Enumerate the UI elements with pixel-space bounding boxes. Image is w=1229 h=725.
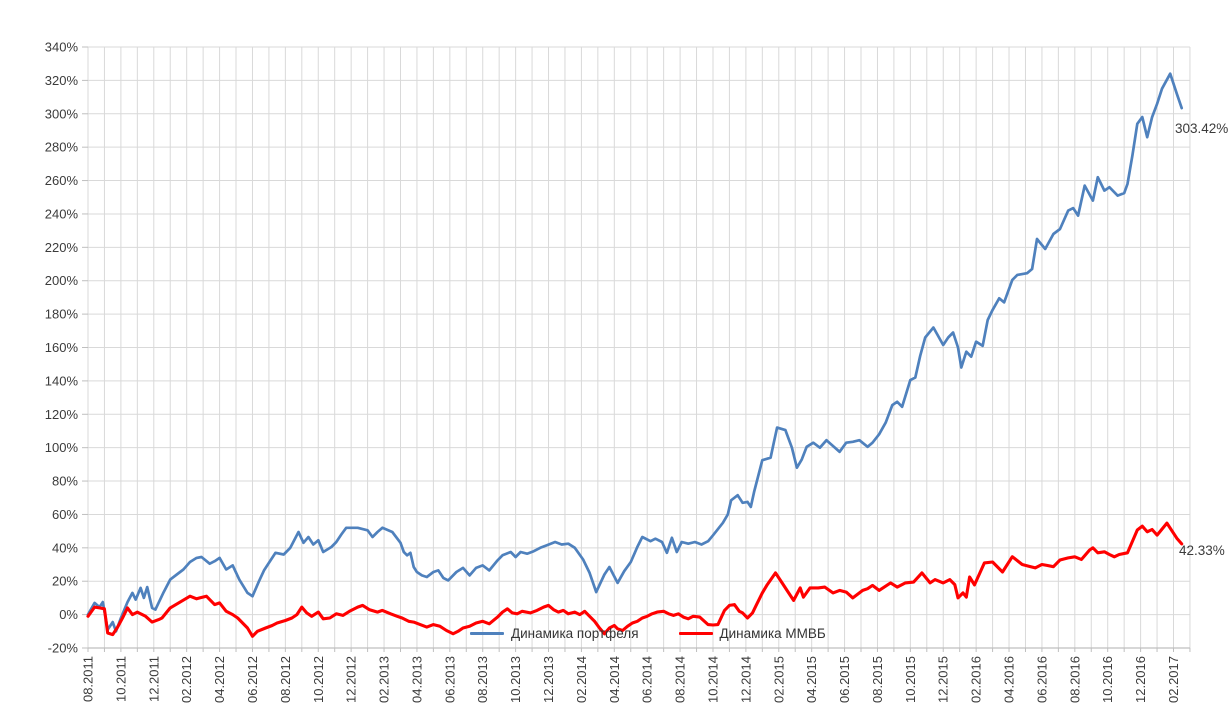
portfolio-end-value-label: 303.42% — [1175, 121, 1229, 136]
x-axis-tick-label: 08.2011 — [81, 656, 96, 702]
x-axis-tick-label: 12.2014 — [738, 656, 753, 703]
chart-legend: Динамика портфеля Динамика ММВБ — [470, 624, 826, 642]
y-axis-tick-label: 20% — [52, 574, 78, 589]
x-axis-tick-label: 08.2014 — [673, 656, 688, 703]
x-axis-tick-label: 12.2015 — [936, 656, 951, 703]
x-axis-tick-label: 08.2013 — [475, 656, 490, 703]
x-axis-tick-label: 10.2016 — [1100, 656, 1115, 703]
x-axis-tick-label: 04.2013 — [409, 656, 424, 703]
y-axis-tick-label: 0% — [59, 607, 78, 622]
y-axis-tick-label: 320% — [45, 73, 79, 88]
x-axis-tick-label: 12.2016 — [1133, 656, 1148, 703]
x-axis-tick-label: 02.2013 — [377, 656, 392, 703]
y-axis-tick-label: 200% — [45, 273, 79, 288]
series-line-portfolio — [86, 72, 1184, 633]
x-axis-tick-label: 02.2012 — [179, 656, 194, 703]
y-axis-tick-label: 80% — [52, 474, 78, 489]
x-axis-tick-label: 12.2013 — [541, 656, 556, 703]
x-axis-tick-label: 04.2016 — [1002, 656, 1017, 703]
x-axis-tick-label: 04.2012 — [212, 656, 227, 703]
x-axis-tick-label: 02.2014 — [574, 656, 589, 703]
x-axis-tick-label: 06.2016 — [1034, 656, 1049, 703]
portfolio-series-key-icon — [470, 631, 504, 635]
x-axis-tick-label: 10.2013 — [508, 656, 523, 703]
y-axis-tick-label: 260% — [45, 173, 79, 188]
y-axis-tick-label: 120% — [45, 407, 79, 422]
x-axis-tick-label: 12.2011 — [146, 656, 161, 702]
portfolio-series-label: Динамика портфеля — [511, 625, 639, 641]
y-axis-tick-label: 40% — [52, 540, 78, 555]
micex-end-value-label: 42.33% — [1179, 543, 1225, 558]
y-axis-tick-label: 240% — [45, 206, 79, 221]
x-axis-tick-label: 10.2015 — [903, 656, 918, 703]
series-line-micex — [86, 521, 1184, 638]
x-axis-tick-label: 10.2014 — [705, 656, 720, 703]
y-axis-tick-label: 280% — [45, 140, 79, 155]
x-axis-tick-label: 06.2014 — [640, 656, 655, 703]
x-axis-tick-label: 04.2015 — [804, 656, 819, 703]
y-axis-tick-label: -20% — [48, 641, 79, 656]
x-axis-tick-label: 02.2017 — [1166, 656, 1181, 703]
x-axis-tick-label: 06.2012 — [245, 656, 260, 703]
y-axis-tick-label: 160% — [45, 340, 79, 355]
micex-series-key-icon — [678, 631, 713, 635]
x-axis-tick-label: 06.2013 — [442, 656, 457, 703]
y-axis-tick-label: 180% — [45, 307, 79, 322]
y-axis-tick-label: 220% — [45, 240, 79, 255]
x-axis-tick-label: 06.2015 — [837, 656, 852, 703]
y-axis-tick-label: 140% — [45, 373, 79, 388]
x-axis-tick-label: 08.2016 — [1067, 656, 1082, 703]
x-axis-tick-label: 02.2016 — [969, 656, 984, 703]
x-axis-tick-label: 04.2014 — [607, 656, 622, 703]
y-axis-tick-label: 60% — [52, 507, 78, 522]
x-axis-tick-label: 10.2011 — [113, 656, 128, 702]
y-axis-tick-label: 340% — [45, 40, 79, 55]
x-axis-tick-label: 08.2015 — [870, 656, 885, 703]
x-axis-tick-label: 02.2015 — [771, 656, 786, 703]
y-axis-tick-label: 300% — [45, 106, 79, 121]
x-axis-tick-label: 12.2012 — [344, 656, 359, 703]
y-axis-tick-label: 100% — [45, 440, 79, 455]
x-axis-tick-label: 08.2012 — [278, 656, 293, 703]
x-axis-tick-label: 10.2012 — [311, 656, 326, 703]
micex-series-label: Динамика ММВБ — [719, 625, 826, 641]
